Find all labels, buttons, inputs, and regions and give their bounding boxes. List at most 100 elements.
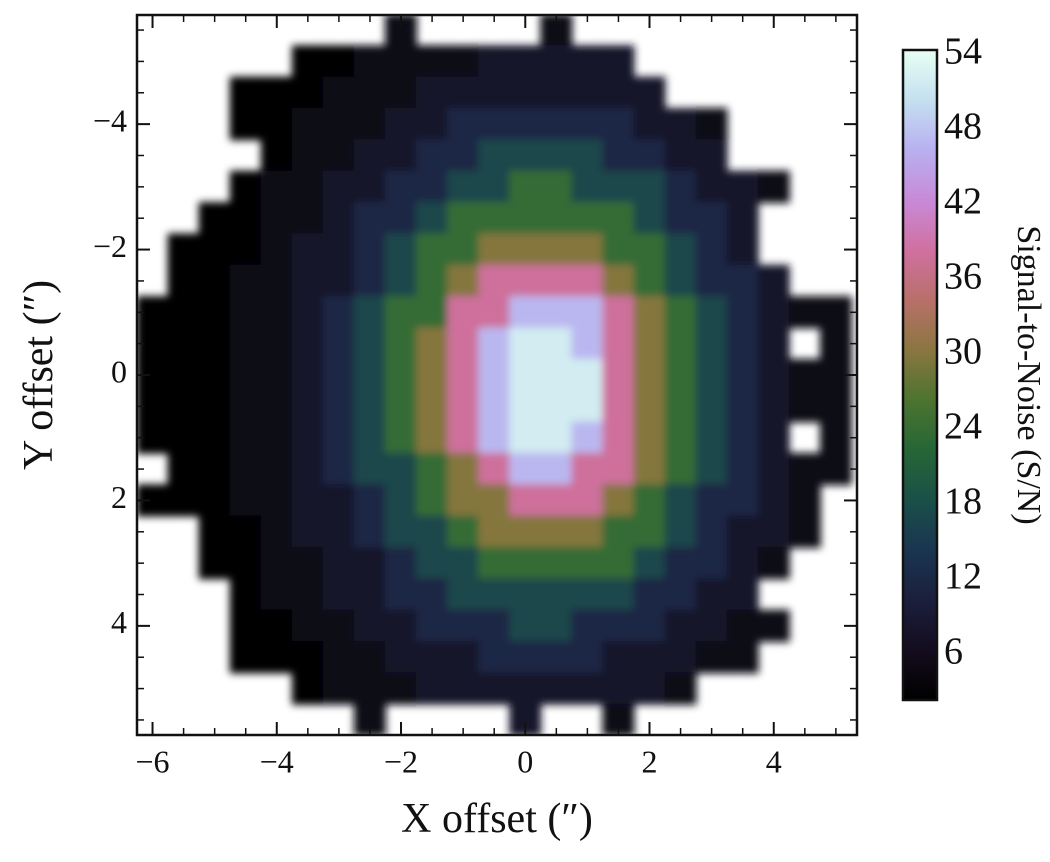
cell [384,390,418,423]
cell [260,202,293,235]
cell [540,107,573,141]
cell [602,139,635,172]
cell [726,390,759,423]
cell [633,546,666,580]
cell [291,139,324,172]
cell [695,327,728,360]
cell [478,421,511,454]
cell [757,609,790,643]
heatmap-cells [137,15,852,735]
cell [384,202,418,235]
cell [478,609,511,643]
cell [353,296,386,329]
cell [384,327,418,360]
cell [353,578,386,611]
cell [322,45,355,78]
cell [447,546,480,580]
cell [447,452,480,486]
colorbar-tick-label: 12 [944,556,982,598]
cell [291,296,324,329]
cell [509,264,542,298]
cell [447,76,480,109]
cell [322,107,355,141]
cell [633,641,666,674]
cell [229,76,262,109]
cell [291,264,324,298]
cell [447,139,480,172]
cell [353,515,386,548]
cell [229,233,262,266]
cell [198,484,231,517]
cell [416,170,449,204]
cell [819,452,852,486]
cell [447,484,480,517]
cell [229,296,262,329]
cell [602,609,635,643]
cell [260,296,293,329]
cell [260,452,293,486]
cell [167,421,200,454]
cell [664,264,697,298]
cell [757,327,790,360]
cell [540,641,573,674]
cell [757,452,790,486]
cell [509,296,542,329]
cell [353,76,386,109]
cell [602,421,635,454]
cell [260,578,293,611]
cell [602,546,635,580]
cell [322,170,355,204]
cell [322,452,355,486]
colorbar-tick-label: 18 [944,481,982,523]
cell [416,139,449,172]
cell [695,107,728,141]
cell [198,515,231,548]
cell [633,484,666,517]
cell [229,484,262,517]
cell [664,327,697,360]
cell [447,264,480,298]
y-tick-label: 4 [111,604,127,640]
cell [664,170,697,204]
cell [695,515,728,548]
cell [602,358,635,392]
cell [291,170,324,204]
cell [509,546,542,580]
cell [353,202,386,235]
cell [509,139,542,172]
cell [788,358,821,392]
cell [384,515,418,548]
cell [571,390,604,423]
cell [509,233,542,266]
cell [633,390,666,423]
cell [757,296,790,329]
cell [447,327,480,360]
cell [509,76,542,109]
cell [198,358,231,392]
cell [788,296,821,329]
cell [664,578,697,611]
cell [602,202,635,235]
cell [291,484,324,517]
cell [384,421,418,454]
cell [416,515,449,548]
cell [540,390,573,423]
cell [322,327,355,360]
cell [571,546,604,580]
cell [788,452,821,486]
cell [322,202,355,235]
cell [695,609,728,643]
cell [664,609,697,643]
cell [695,641,728,674]
cell [633,76,666,109]
cell [416,107,449,141]
cell [540,672,573,705]
cell [229,327,262,360]
cell [291,672,324,705]
cell [447,641,480,674]
cell [819,421,852,454]
cell [260,390,293,423]
cell [571,421,604,454]
cell [447,390,480,423]
cell [384,76,418,109]
